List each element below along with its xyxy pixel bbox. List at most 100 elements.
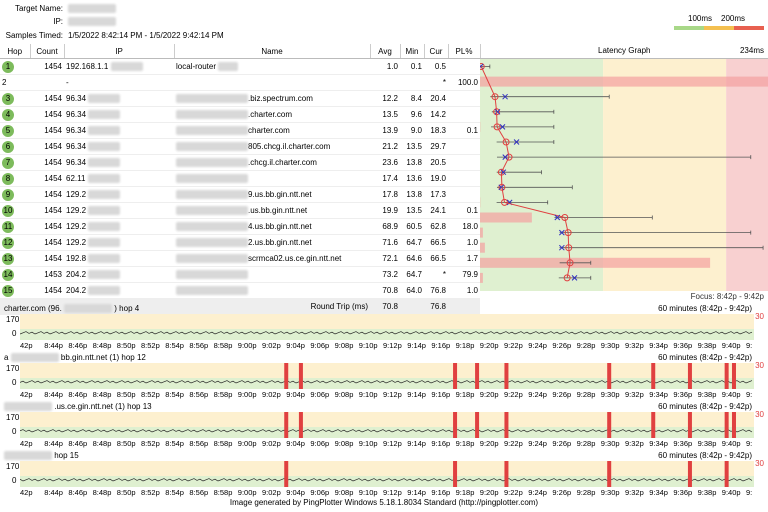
hop-avg: 21.2 <box>370 138 400 155</box>
strip-title: xxxxxxxxxxxx hop 15 <box>4 451 79 460</box>
hop-row[interactable]: 4 1454 96.34 xxxxxxxx xxxxxxxxxxxxxxxxxx.ch… <box>0 106 480 123</box>
hop-row[interactable]: 5 1454 96.34 xxxxxxxx xxxxxxxxxxxxxxxxxxcha… <box>0 122 480 139</box>
hop-badge: 13 <box>2 252 14 265</box>
col-cur[interactable]: Cur <box>424 44 449 59</box>
strip-ymin: 0 <box>12 378 17 387</box>
col-avg[interactable]: Avg <box>370 44 401 59</box>
hop-number: 3 <box>0 90 30 107</box>
hop-badge: 14 <box>2 268 14 281</box>
hop-pl <box>448 90 480 107</box>
time-tick: 9:10p <box>358 488 378 497</box>
col-ip[interactable]: IP <box>64 44 175 59</box>
col-hop[interactable]: Hop <box>0 44 31 59</box>
strip-range: 60 minutes (8:42p - 9:42p) <box>658 402 752 411</box>
hop-row[interactable]: 7 1454 96.34 xxxxxxxx xxxxxxxxxxxxxxxxxx.ch… <box>0 154 480 171</box>
latency-graph: Latency Graph 234ms <box>480 44 768 291</box>
time-tick: 9:04p <box>286 439 305 448</box>
hop-cur: * <box>424 74 448 91</box>
strip-band-yellow <box>20 461 754 476</box>
footer-credit: Image generated by PingPlotter Windows 5… <box>229 498 539 507</box>
strip-loss-spike <box>724 461 729 487</box>
samples-label: Samples Timed: <box>5 31 63 40</box>
hop-row[interactable]: 13 1454 192.8 xxxxxxxx xxxxxxxxxxxxxxxxxxsc… <box>0 250 480 267</box>
hop-ip: 96.34 xxxxxxxx <box>64 106 174 123</box>
time-tick: 9:04p <box>286 390 305 399</box>
strip-ymax: 170 <box>6 462 20 471</box>
hop-row[interactable]: 10 1454 129.2 xxxxxxxx xxxxxxxxxxxxxxxxxx.u… <box>0 202 480 219</box>
time-tick: 9:20p <box>479 488 499 497</box>
time-tick: 9:38p <box>697 488 717 497</box>
time-tick: 9: <box>746 390 753 399</box>
time-tick: 8:58p <box>213 390 233 399</box>
timeline-strip: xxxxxxxxxxxx hop 15 60 minutes (8:42p - … <box>0 451 768 501</box>
hop-count: 1454 <box>30 234 64 251</box>
time-tick: 9:02p <box>262 488 281 497</box>
strip-latency-line <box>20 429 753 433</box>
col-count[interactable]: Count <box>30 44 65 59</box>
time-tick: 9: <box>746 341 753 350</box>
strip-loss-spike <box>475 363 480 389</box>
time-tick: 9:10p <box>358 390 378 399</box>
hop-row[interactable]: 6 1454 96.34 xxxxxxxx xxxxxxxxxxxxxxxxxx805… <box>0 138 480 155</box>
hop-number: 1 <box>0 58 30 75</box>
hop-row[interactable]: 8 1454 62.11 xxxxxxxx xxxxxxxxxxxxxxxxxx 17.… <box>0 170 480 187</box>
col-min[interactable]: Min <box>400 44 425 59</box>
hop-number: 2 <box>0 74 30 91</box>
hop-row[interactable]: 15 1454 204.2 xxxxxxxx xxxxxxxxxxxxxxxxxx 70… <box>0 282 480 299</box>
avg-marker <box>498 183 506 191</box>
hop-name: xxxxxxxxxxxxxxxxxx.us.bb.gin.ntt.net <box>174 202 370 219</box>
hop-name: xxxxxxxxxxxxxxxxxxscrmca02.us.ce.gin.ntt… <box>174 250 370 267</box>
avg-marker <box>505 153 513 161</box>
strip-loss-spike <box>284 412 289 438</box>
strip-loss-spike <box>284 363 289 389</box>
time-tick: 9:32p <box>625 390 644 399</box>
target-name-value: xxxxxxxxxxxx <box>68 4 116 13</box>
strip-loss-spike <box>607 412 612 438</box>
time-tick: 9:08p <box>334 390 354 399</box>
time-tick: 9: <box>746 439 753 448</box>
hop-name: xxxxxxxxxxxxxxxxxx9.us.bb.gin.ntt.net <box>174 186 370 203</box>
time-tick: 9:14p <box>407 390 426 399</box>
hop-name: xxxxxxxxxxxxxxxxxxcharter.com <box>174 122 370 139</box>
strip-band-yellow <box>20 363 754 378</box>
strip-loss-scale: 30 <box>755 410 764 419</box>
hop-row[interactable]: 3 1454 96.34 xxxxxxxx xxxxxxxxxxxxxxxxxx.bi… <box>0 90 480 107</box>
hop-row[interactable]: 2 - * 100.0 <box>0 74 480 91</box>
avg-marker <box>563 274 571 282</box>
time-tick: 42p <box>20 390 33 399</box>
hop-count: 1454 <box>30 250 64 267</box>
strip-plot <box>20 412 754 438</box>
hop-ip: 129.2 xxxxxxxx <box>64 218 174 235</box>
hop-badge: 15 <box>2 284 14 297</box>
cur-marker <box>502 93 508 100</box>
hop-row[interactable]: 11 1454 129.2 xxxxxxxx xxxxxxxxxxxxxxxxxx4.… <box>0 218 480 235</box>
cur-marker <box>499 124 506 130</box>
strip-range: 60 minutes (8:42p - 9:42p) <box>658 304 752 313</box>
hop-ip: 96.34 xxxxxxxx <box>64 90 174 107</box>
hop-ip: - <box>64 74 174 91</box>
hop-row[interactable]: 12 1454 129.2 xxxxxxxx xxxxxxxxxxxxxxxxxx2.… <box>0 234 480 251</box>
ip-value: xxxxxxxxxxxx <box>68 17 116 26</box>
packet-loss-bar <box>480 76 768 87</box>
hop-row[interactable]: 1 1454 192.168.1.1 xxxxxxxx local-router xx… <box>0 58 480 75</box>
time-tick: 8:44p <box>44 439 63 448</box>
hop-ip: 62.11 xxxxxxxx <box>64 170 174 187</box>
hop-row[interactable]: 14 1453 204.2 xxxxxxxx xxxxxxxxxxxxxxxxxx 73… <box>0 266 480 283</box>
packet-loss-bar <box>480 257 711 268</box>
col-pl[interactable]: PL% <box>448 44 481 59</box>
cur-marker <box>571 275 578 281</box>
hop-row[interactable]: 9 1454 129.2 xxxxxxxx xxxxxxxxxxxxxxxxxx9.u… <box>0 186 480 203</box>
time-tick: 9:32p <box>625 341 644 350</box>
strip-loss-spike <box>731 412 736 438</box>
hop-count: 1454 <box>30 202 64 219</box>
hop-badge: 11 <box>2 220 14 233</box>
time-tick: 8:50p <box>116 488 136 497</box>
time-tick: 9:22p <box>504 390 523 399</box>
hop-name: xxxxxxxxxxxxxxxxxx805.chcg.il.charter.co… <box>174 138 370 155</box>
time-tick: 9:40p <box>721 439 741 448</box>
packet-loss-bar <box>480 272 483 283</box>
time-tick: 8:48p <box>92 488 112 497</box>
col-name[interactable]: Name <box>174 44 371 59</box>
strip-band-yellow <box>20 314 754 329</box>
time-tick: 9:08p <box>334 488 354 497</box>
